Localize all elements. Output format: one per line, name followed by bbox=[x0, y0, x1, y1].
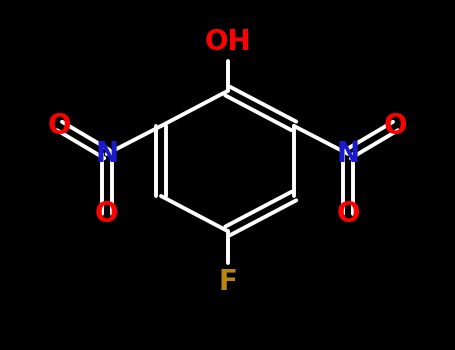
Text: OH: OH bbox=[204, 28, 251, 56]
Text: O: O bbox=[95, 199, 118, 228]
Text: O: O bbox=[337, 199, 360, 228]
Text: N: N bbox=[95, 140, 118, 168]
Text: N: N bbox=[337, 140, 360, 168]
Text: O: O bbox=[384, 112, 407, 140]
Text: F: F bbox=[218, 268, 237, 296]
Text: O: O bbox=[48, 112, 71, 140]
